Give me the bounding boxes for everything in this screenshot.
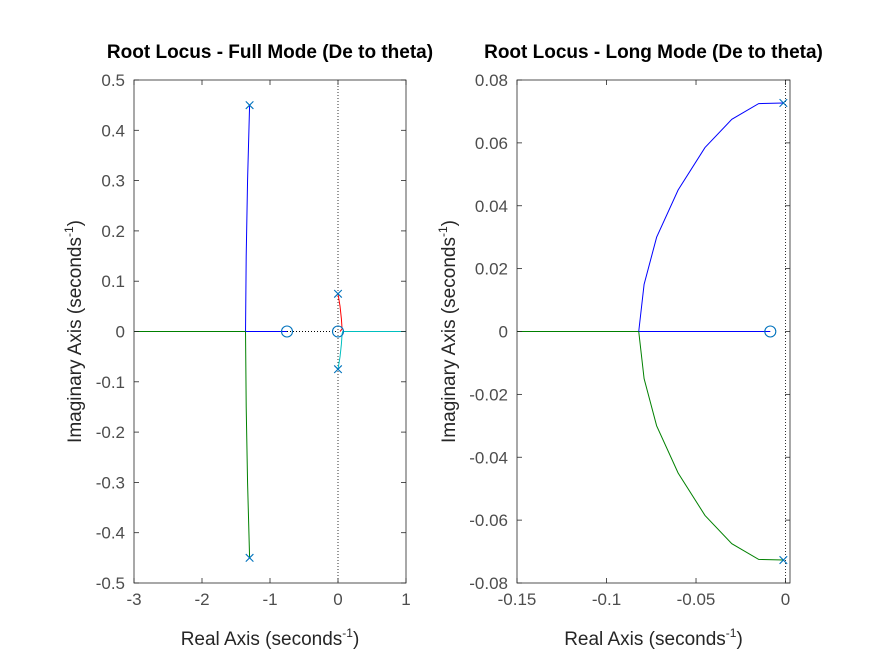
y-axis-label-exponent: -1 — [436, 226, 450, 237]
x-axis-label-text: Real Axis (seconds — [564, 629, 726, 650]
chart-2: -0.15 -0.1 -0.05 0 -0.08 -0.06 -0.04 -0.02 0 0.02… — [436, 42, 823, 650]
y-tick-label: -0.04 — [469, 448, 508, 467]
y-tick-label: 0.5 — [101, 71, 125, 90]
x-tick-label: -3 — [126, 590, 141, 609]
zero-marker — [764, 325, 777, 338]
x-axis-label: Real Axis (seconds-1) — [181, 626, 360, 650]
x-tick-label: 1 — [401, 590, 410, 609]
y-tick-label: 0.2 — [101, 222, 125, 241]
y-tick-label: -0.08 — [469, 574, 508, 593]
chart-title: Root Locus - Long Mode (De to theta) — [484, 42, 823, 63]
x-axis-label-close: ) — [353, 629, 359, 650]
locus-branch — [245, 331, 251, 558]
y-tick-label: -0.4 — [96, 524, 125, 543]
y-tick-label: -0.06 — [469, 511, 508, 530]
x-tick-label: -2 — [194, 590, 209, 609]
y-tick-label: 0 — [499, 323, 508, 342]
pole-stroke — [779, 98, 788, 108]
y-tick-label: -0.5 — [96, 574, 125, 593]
y-tick-label: 0.04 — [475, 197, 508, 216]
x-tick-label: 0 — [333, 590, 342, 609]
locus-branch — [638, 331, 784, 561]
y-axis-label-close: ) — [65, 220, 86, 226]
locus-branch — [245, 105, 251, 332]
x-axis-label-close: ) — [736, 629, 742, 650]
pole-marker — [333, 365, 343, 374]
pole-stroke — [245, 553, 254, 563]
x-axis-label-text: Real Axis (seconds — [181, 629, 343, 650]
x-tick-label: 0 — [781, 590, 790, 609]
y-axis-label: Imaginary Axis (seconds-1) — [62, 220, 86, 443]
locus-branch — [337, 293, 343, 332]
y-tick-label: -0.1 — [96, 373, 125, 392]
x-tick-label: -0.15 — [498, 590, 537, 609]
x-tick-label: -1 — [262, 590, 277, 609]
y-axis-label-text: Imaginary Axis (seconds — [439, 237, 460, 443]
y-tick-label: 0.08 — [475, 71, 508, 90]
x-axis-label: Real Axis (seconds-1) — [564, 626, 743, 650]
y-tick-label: -0.02 — [469, 385, 508, 404]
pole-marker — [779, 98, 788, 108]
pole-marker — [779, 555, 788, 565]
y-tick-label: 0.1 — [101, 272, 125, 291]
x-tick-label: -0.05 — [677, 590, 716, 609]
chart-title: Root Locus - Full Mode (De to theta) — [107, 42, 433, 63]
x-tick-label: -0.1 — [592, 590, 621, 609]
pole-marker — [333, 289, 343, 298]
y-tick-label: 0.4 — [101, 121, 125, 140]
y-axis-label: Imaginary Axis (seconds-1) — [436, 220, 460, 443]
pole-stroke — [779, 555, 788, 565]
locus-branch — [638, 102, 784, 332]
chart-1: -3 -2 -1 0 1 -0.5 -0.4 -0.3 -0.2 -0.1 0 0.1 0.2 0.3 0.… — [62, 42, 433, 650]
pole-stroke — [333, 365, 343, 374]
zero-marker — [331, 325, 345, 338]
zero-marker — [280, 325, 294, 338]
y-axis-label-text: Imaginary Axis (seconds — [65, 237, 86, 443]
x-axis-label-exponent: -1 — [726, 626, 737, 640]
y-tick-label: 0.06 — [475, 134, 508, 153]
x-axis-label-exponent: -1 — [342, 626, 353, 640]
pole-marker — [245, 553, 254, 563]
pole-stroke — [245, 100, 254, 110]
y-tick-label: -0.2 — [96, 423, 125, 442]
y-axis-label-close: ) — [439, 220, 460, 226]
y-tick-label: 0.02 — [475, 260, 508, 279]
y-tick-label: -0.3 — [96, 473, 125, 492]
y-tick-label: 0 — [116, 323, 125, 342]
locus-branch — [337, 331, 406, 370]
pole-marker — [245, 100, 254, 110]
plots-layer: -3 -2 -1 0 1 -0.5 -0.4 -0.3 -0.2 -0.1 0 0.1 0.2 0.3 0.… — [62, 42, 823, 650]
pole-stroke — [333, 289, 343, 298]
y-axis-label-exponent: -1 — [62, 226, 76, 237]
y-tick-label: 0.3 — [101, 172, 125, 191]
